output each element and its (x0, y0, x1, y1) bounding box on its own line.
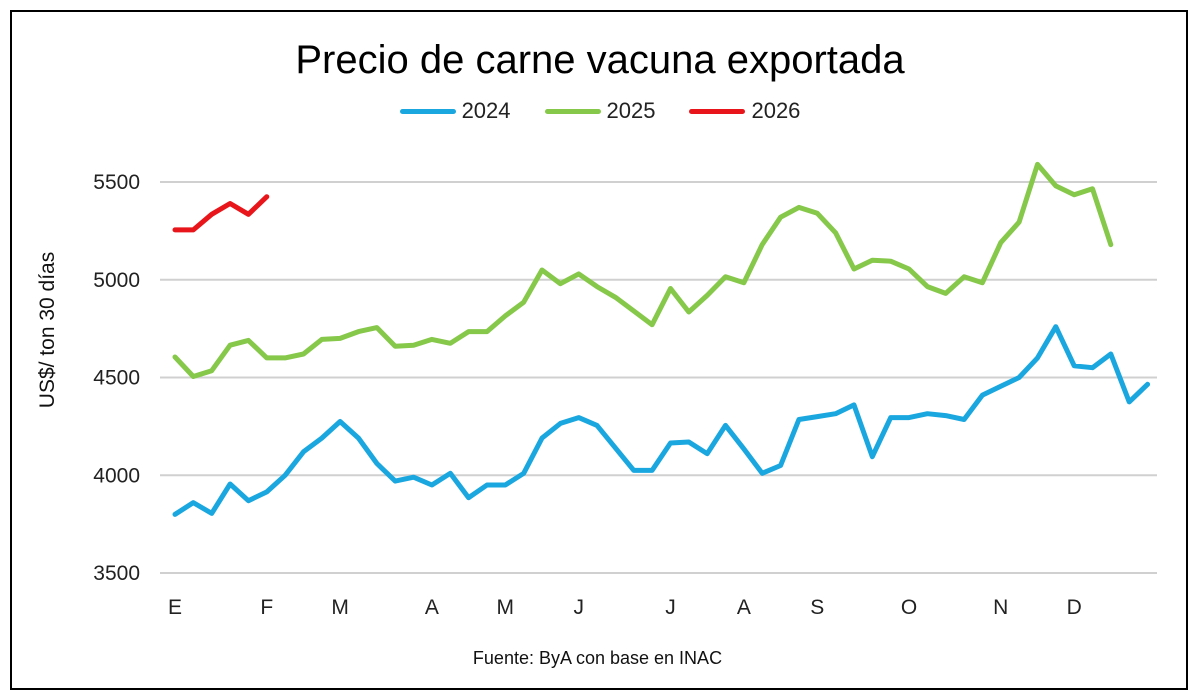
source-note: Fuente: ByA con base en INAC (0, 648, 1195, 669)
x-tick-label: A (737, 596, 751, 619)
x-tick-label: N (993, 596, 1008, 619)
plot-area: 3500 4000 4500 5000 5500 E F M A M J J A S O N D (0, 0, 1200, 675)
series-line-2026 (175, 197, 267, 230)
series-line-2024 (175, 327, 1148, 515)
x-tick-label: J (665, 596, 676, 619)
x-tick-label: E (168, 596, 182, 619)
x-tick-label: F (260, 596, 273, 619)
y-tick-label: 5500 (93, 171, 140, 194)
x-tick-label: M (331, 596, 349, 619)
y-tick-label: 4500 (93, 367, 140, 390)
y-tick-label: 4000 (93, 464, 140, 487)
y-tick-label: 5000 (93, 269, 140, 292)
x-tick-label: J (573, 596, 584, 619)
x-tick-label: D (1067, 596, 1082, 619)
x-tick-label: A (425, 596, 439, 619)
x-tick-label: S (810, 596, 824, 619)
y-tick-label: 3500 (93, 562, 140, 585)
x-tick-label: O (901, 596, 917, 619)
series-line-2025 (175, 164, 1111, 376)
x-tick-label: M (497, 596, 515, 619)
